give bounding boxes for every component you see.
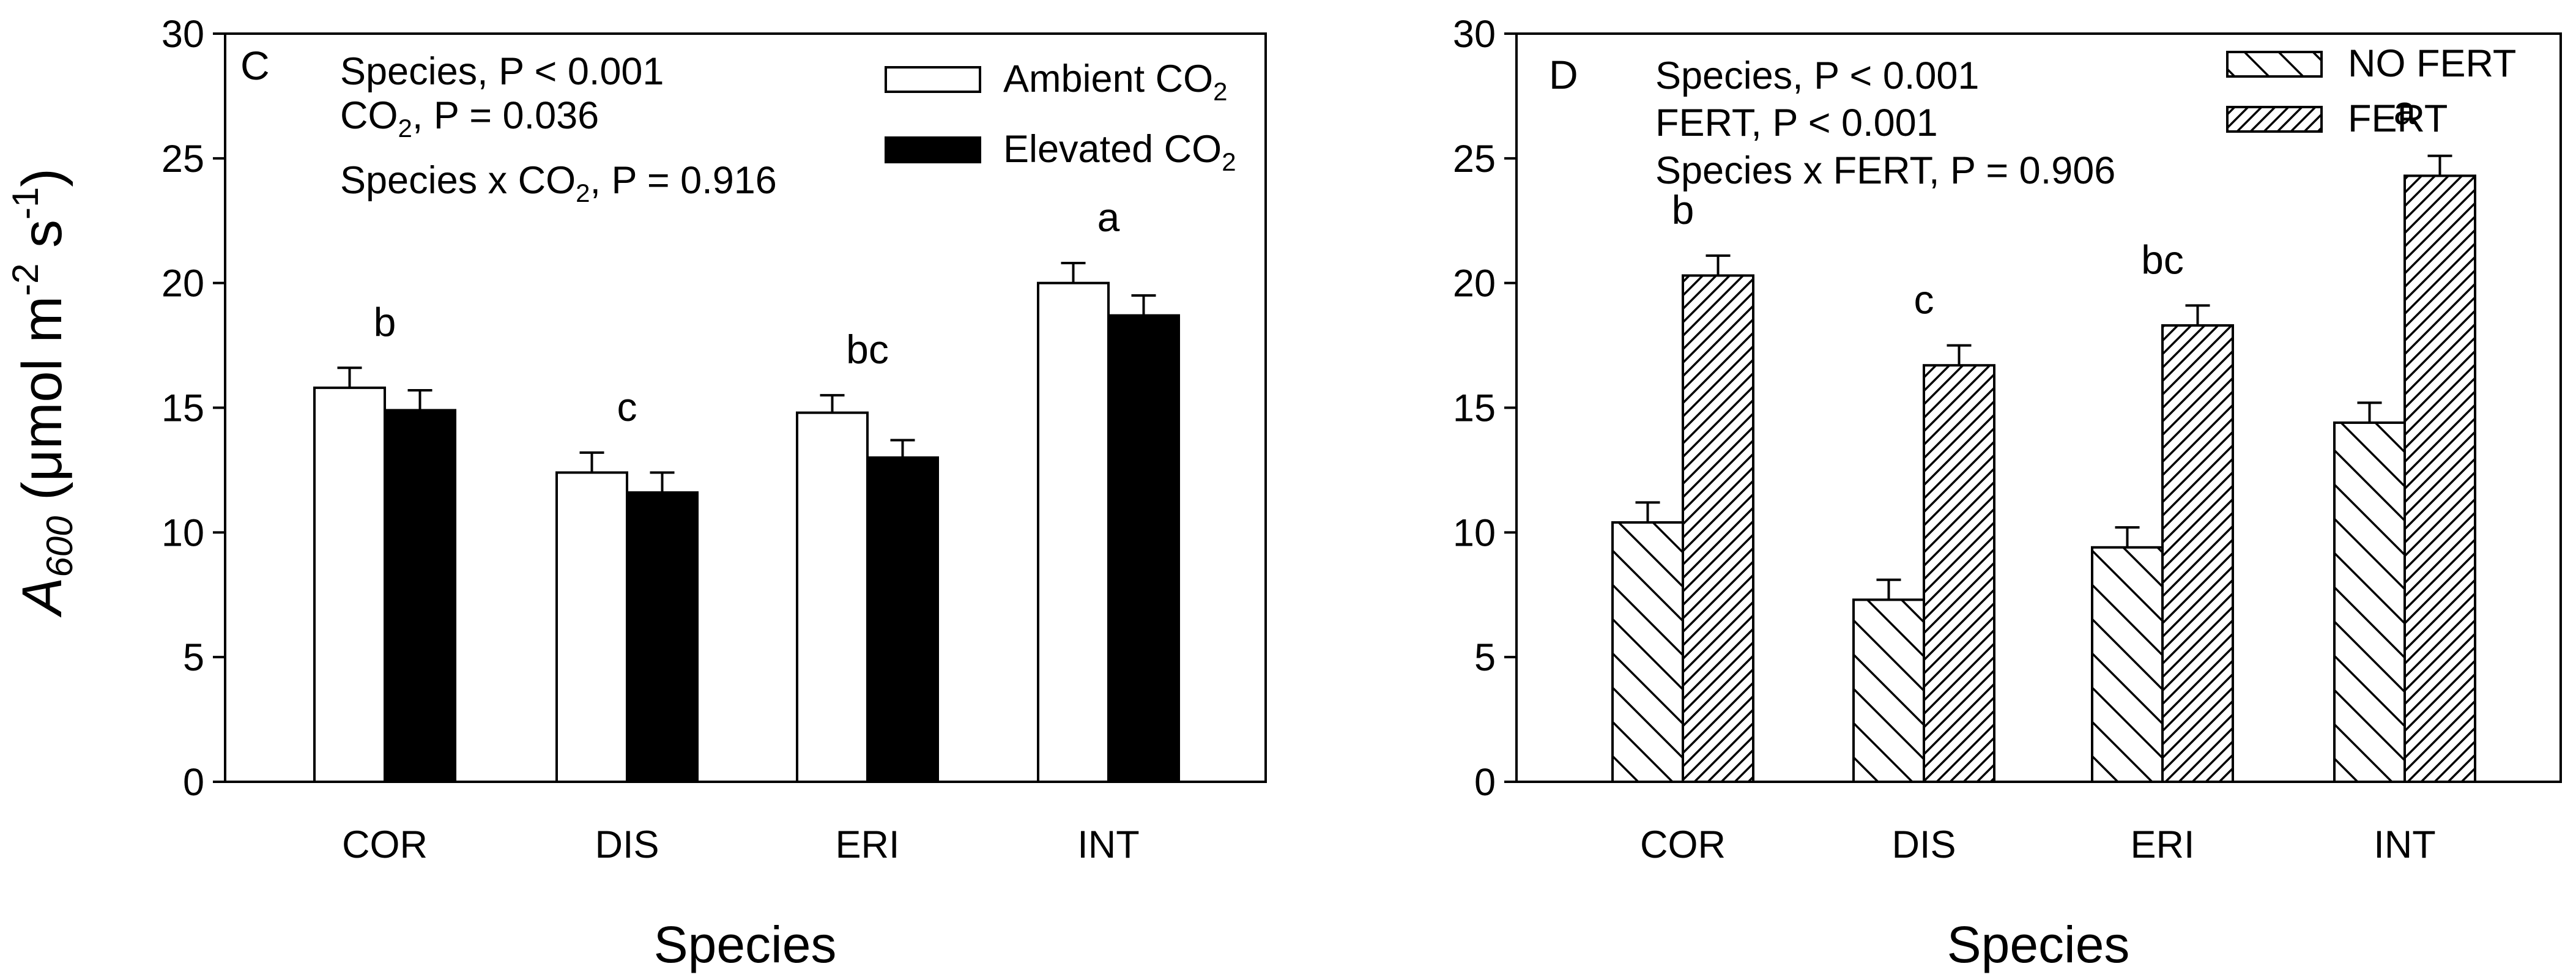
legend-label-fert: FERT bbox=[2348, 97, 2448, 140]
x-tick-label: ERI bbox=[835, 823, 899, 866]
x-axis: COR DIS ERI INT bbox=[1640, 823, 2436, 866]
x-axis: COR DIS ERI INT bbox=[342, 823, 1140, 866]
x-axis-title: Species bbox=[654, 916, 837, 973]
y-tick-label: 0 bbox=[183, 761, 204, 804]
bar bbox=[313, 386, 386, 783]
bar bbox=[2333, 421, 2406, 783]
legend: Ambient CO2 Elevated CO2 bbox=[885, 58, 1236, 176]
y-label-symbol: A bbox=[11, 577, 73, 618]
x-axis-title: Species bbox=[1947, 916, 2130, 973]
y-tick-label: 10 bbox=[1453, 511, 1496, 554]
y-tick-label: 10 bbox=[161, 511, 204, 554]
bar bbox=[384, 409, 456, 783]
panel-letter: C bbox=[240, 43, 270, 88]
legend: NO FERT FERT bbox=[2226, 42, 2516, 140]
legend-swatch-elevated bbox=[885, 136, 981, 163]
y-tick-label: 20 bbox=[1453, 262, 1496, 305]
bar bbox=[1037, 281, 1110, 783]
y-label-unit-close: ) bbox=[11, 168, 73, 187]
y-label-subscript: 600 bbox=[39, 516, 80, 577]
y-tick-label: 15 bbox=[1453, 387, 1496, 430]
bar bbox=[1611, 521, 1684, 783]
x-tick-label: COR bbox=[342, 823, 428, 866]
y-tick-label: 5 bbox=[183, 636, 204, 679]
y-label-sup2: -1 bbox=[5, 187, 46, 220]
significance-letter: b bbox=[1672, 187, 1694, 232]
y-tick-label: 30 bbox=[1453, 13, 1496, 56]
legend-swatch-ambient bbox=[885, 66, 981, 93]
legend-label-elevated: Elevated CO2 bbox=[1003, 128, 1236, 176]
x-tick-label: DIS bbox=[1891, 823, 1956, 866]
y-label-unit: (μmol m bbox=[11, 296, 73, 516]
x-tick-label: DIS bbox=[595, 823, 659, 866]
significance-letter: a bbox=[1097, 195, 1120, 240]
panel-letter: D bbox=[1549, 52, 1578, 97]
significance-letter: b bbox=[374, 299, 396, 344]
significance-letter: c bbox=[617, 384, 637, 429]
significance-letter: a bbox=[2394, 87, 2416, 133]
y-tick-label: 25 bbox=[1453, 138, 1496, 180]
bar bbox=[1923, 364, 1995, 783]
y-label-sup1: -2 bbox=[5, 264, 46, 296]
bar bbox=[555, 471, 628, 783]
legend-swatch-nofert bbox=[2226, 51, 2323, 78]
bar bbox=[1107, 314, 1180, 783]
x-tick-label: ERI bbox=[2130, 823, 2194, 866]
stat-line-1: Species, P < 0.001 bbox=[1655, 54, 1979, 97]
y-tick-label: 15 bbox=[161, 387, 204, 430]
y-tick-label: 30 bbox=[161, 13, 204, 56]
x-tick-label: COR bbox=[1640, 823, 1726, 866]
bar bbox=[866, 456, 939, 783]
legend-label-nofert: NO FERT bbox=[2348, 42, 2516, 85]
stat-line-3: Species x FERT, P = 0.906 bbox=[1655, 149, 2115, 192]
x-tick-label: INT bbox=[2374, 823, 2435, 866]
bar bbox=[1682, 274, 1754, 784]
y-label-unit-mid: s bbox=[11, 220, 73, 264]
stat-line-2: FERT, P < 0.001 bbox=[1655, 102, 1938, 144]
y-tick-label: 5 bbox=[1474, 636, 1496, 679]
bar bbox=[1852, 598, 1925, 783]
bar bbox=[626, 491, 699, 784]
significance-letter: c bbox=[1914, 277, 1934, 322]
x-tick-label: INT bbox=[1077, 823, 1139, 866]
stat-line-3: Species x CO2, P = 0.916 bbox=[340, 159, 777, 207]
bar bbox=[2161, 324, 2234, 783]
y-tick-label: 25 bbox=[161, 138, 204, 180]
bar bbox=[796, 411, 869, 783]
stat-line-1: Species, P < 0.001 bbox=[340, 50, 664, 93]
legend-swatch-fert bbox=[2226, 106, 2323, 133]
significance-letter: bc bbox=[846, 327, 889, 372]
stat-line-2: CO2, P = 0.036 bbox=[340, 94, 599, 143]
y-tick-label: 0 bbox=[1474, 761, 1496, 804]
y-axis: 0 5 10 15 20 25 30 bbox=[1453, 13, 1516, 804]
legend-label-ambient: Ambient CO2 bbox=[1003, 58, 1227, 106]
significance-letter: bc bbox=[2141, 237, 2184, 282]
bar bbox=[2091, 546, 2164, 783]
y-axis-label: A600 (μmol m-2 s-1) bbox=[5, 168, 80, 618]
y-tick-label: 20 bbox=[161, 262, 204, 305]
y-axis: 0 5 10 15 20 25 30 bbox=[161, 13, 225, 804]
bar bbox=[2403, 174, 2476, 783]
